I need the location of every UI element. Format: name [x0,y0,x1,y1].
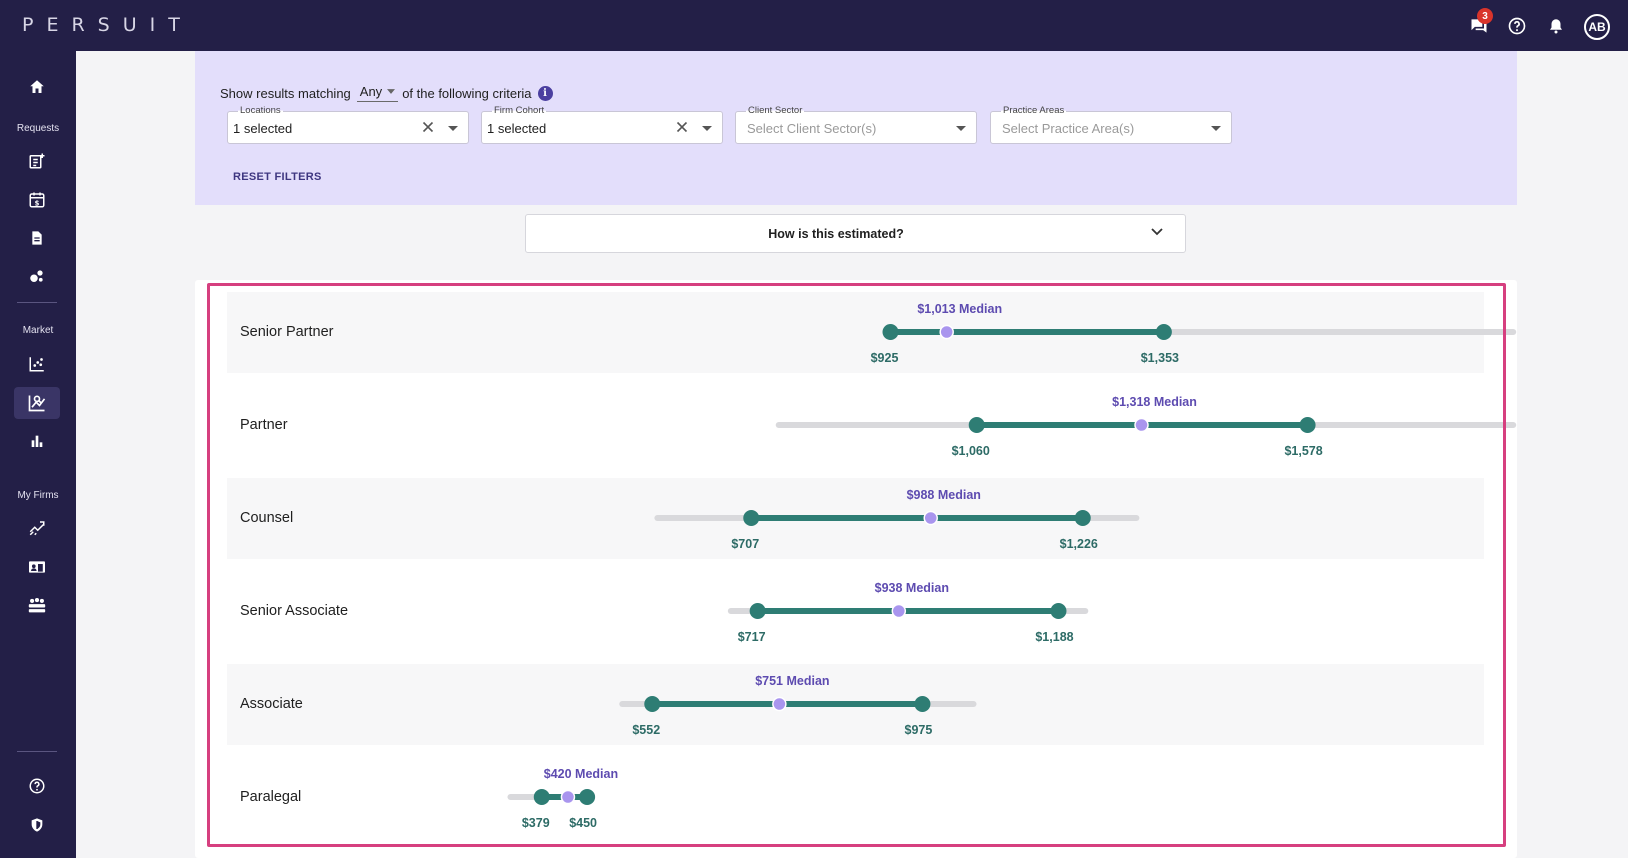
locations-filter-label: Locations [238,105,283,116]
user-avatar[interactable]: AB [1584,14,1610,40]
role-label: Paralegal [240,789,302,805]
chart-row: Senior Associate [227,571,1484,652]
sidebar-divider [17,751,57,752]
chart-row: Paralegal [227,757,1484,838]
match-mode-value: Any [359,84,383,99]
bar-chart-icon[interactable] [14,425,60,457]
locations-filter[interactable]: Locations 1 selected [227,105,469,144]
top-bar: PERSUIT 3 AB [0,0,1628,51]
practice-areas-filter-label: Practice Areas [1001,105,1067,116]
document-icon[interactable] [14,222,60,254]
chart-row: Counsel [227,478,1484,559]
practice-areas-filter-placeholder: Select Practice Area(s) [1002,121,1135,136]
rate-chart-card [195,280,1517,858]
team-icon[interactable] [14,589,60,621]
sidebar-section-market: Market [22,325,54,336]
caret-down-icon[interactable] [448,126,458,131]
criteria-suffix: of the following criteria [402,85,532,101]
help-circle-icon[interactable] [1505,14,1529,38]
criteria-prefix: Show results matching [220,85,351,101]
role-label: Senior Partner [240,324,334,340]
match-mode-select[interactable]: Any [356,84,399,102]
role-label: Senior Associate [240,603,349,619]
client-sector-filter[interactable]: Client Sector Select Client Sector(s) [735,105,977,144]
scatter-chart-icon[interactable] [14,348,60,380]
chat-badge: 3 [1477,8,1493,24]
sidebar-divider [17,302,57,303]
bell-icon[interactable] [1544,14,1568,38]
criteria-line: Show results matching Any of the followi… [220,84,553,102]
caret-down-icon[interactable] [702,126,712,131]
reset-filters-button[interactable]: RESET FILTERS [233,171,322,183]
role-label: Counsel [240,510,294,526]
clear-icon[interactable] [674,119,690,135]
firm-cohort-filter[interactable]: Firm Cohort 1 selected [481,105,723,144]
caret-down-icon[interactable] [1211,126,1221,131]
chevron-down-icon [1151,228,1163,236]
filter-panel: Show results matching Any of the followi… [195,51,1517,205]
role-label: Partner [240,417,288,433]
firm-cohort-filter-value: 1 selected [487,121,547,136]
chart-row: Partner [227,385,1484,466]
new-request-icon[interactable] [14,145,60,177]
calendar-dollar-icon[interactable]: $ [14,184,60,216]
help-icon[interactable] [14,770,60,802]
firm-card-icon[interactable] [14,551,60,583]
caret-down-icon[interactable] [956,126,966,131]
sidebar-section-requests: Requests [16,123,60,134]
role-label: Associate [240,696,303,712]
caret-down-icon [387,89,396,94]
client-sector-filter-placeholder: Select Client Sector(s) [747,121,877,136]
rate-benchmark-icon[interactable] [14,387,60,419]
chart-row: Senior Partner [227,292,1484,373]
chart-row: Associate [227,664,1484,745]
practice-areas-filter[interactable]: Practice Areas Select Practice Area(s) [990,105,1232,144]
sidebar-section-my-firms: My Firms [17,490,59,501]
svg-text:$: $ [35,199,40,207]
info-icon[interactable]: i [537,85,553,101]
trend-icon[interactable] [14,512,60,544]
locations-filter-value: 1 selected [233,121,293,136]
clear-icon[interactable] [420,119,436,135]
sidebar: Requests $ Market My Firms [0,51,76,858]
bubbles-icon[interactable] [14,260,60,292]
client-sector-filter-label: Client Sector [746,105,805,116]
persuit-logo[interactable]: PERSUIT [22,14,193,36]
home-icon[interactable] [14,71,60,103]
firm-cohort-filter-label: Firm Cohort [492,105,547,116]
shield-icon[interactable] [14,809,60,841]
accordion-title: How is this estimated? [768,227,904,241]
how-estimated-accordion[interactable]: How is this estimated? [525,214,1186,253]
